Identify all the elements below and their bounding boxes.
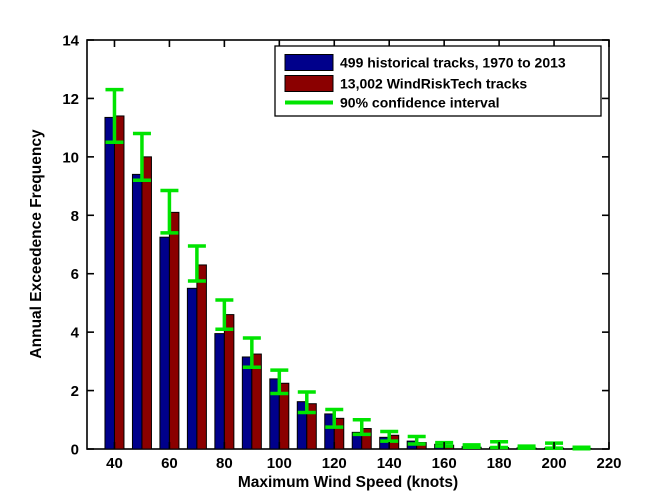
y-tick-label: 14 — [62, 33, 79, 50]
y-tick-label: 2 — [71, 383, 79, 400]
x-tick-label: 60 — [161, 455, 178, 472]
bar-groups — [104, 115, 592, 450]
x-tick-label: 220 — [596, 455, 621, 472]
y-tick-label: 0 — [71, 442, 79, 459]
y-tick-label: 4 — [71, 325, 80, 342]
bar-windrisktech-50 — [141, 156, 152, 450]
y-tick-label: 8 — [71, 208, 79, 225]
x-tick-label: 140 — [377, 455, 402, 472]
x-tick-label: 160 — [432, 455, 457, 472]
y-axis-label: Annual Exceedence Frequency — [28, 129, 45, 359]
x-tick-label: 100 — [267, 455, 292, 472]
bar-historical-60 — [159, 236, 170, 450]
x-tick-label: 80 — [216, 455, 233, 472]
axis-ticks — [87, 39, 610, 450]
legend-swatch-windrisktech — [284, 75, 334, 92]
x-tick-label: 120 — [322, 455, 347, 472]
bar-windrisktech-110 — [306, 403, 317, 450]
bar-windrisktech-40 — [113, 115, 125, 450]
bar-windrisktech-60 — [168, 211, 180, 450]
bar-windrisktech-90 — [251, 353, 262, 450]
bar-historical-80 — [214, 333, 225, 450]
x-tick-label: 180 — [487, 455, 512, 472]
y-tick-label: 10 — [62, 149, 79, 166]
legend-label-historical: 499 historical tracks, 1970 to 2013 — [340, 55, 566, 71]
error-bars — [105, 87, 591, 451]
legend-label-confidence-interval: 90% confidence interval — [340, 95, 500, 111]
y-tick-labels: 0 2 4 6 8 10 12 14 — [62, 33, 79, 459]
bar-historical-90 — [241, 356, 253, 450]
y-tick-label: 12 — [62, 91, 79, 108]
x-tick-label: 200 — [542, 455, 567, 472]
bar-historical-70 — [186, 287, 198, 450]
bar-historical-50 — [131, 173, 143, 450]
legend-label-windrisktech: 13,002 WindRiskTech tracks — [340, 76, 527, 92]
x-tick-labels: 40 60 80 100 120 140 160 180 200 220 — [106, 455, 621, 472]
bar-windrisktech-120 — [333, 417, 345, 450]
legend-swatch-historical — [284, 54, 334, 71]
bar-historical-40 — [104, 116, 115, 450]
x-axis-label: Maximum Wind Speed (knots) — [238, 474, 458, 491]
y-tick-label: 6 — [71, 266, 79, 283]
bar-windrisktech-100 — [278, 382, 290, 450]
legend: 499 historical tracks, 1970 to 2013 13,0… — [274, 45, 602, 117]
x-tick-label: 40 — [106, 455, 123, 472]
bar-windrisktech-130 — [361, 428, 372, 450]
bar-windrisktech-80 — [223, 314, 235, 450]
bar-windrisktech-70 — [196, 264, 207, 450]
